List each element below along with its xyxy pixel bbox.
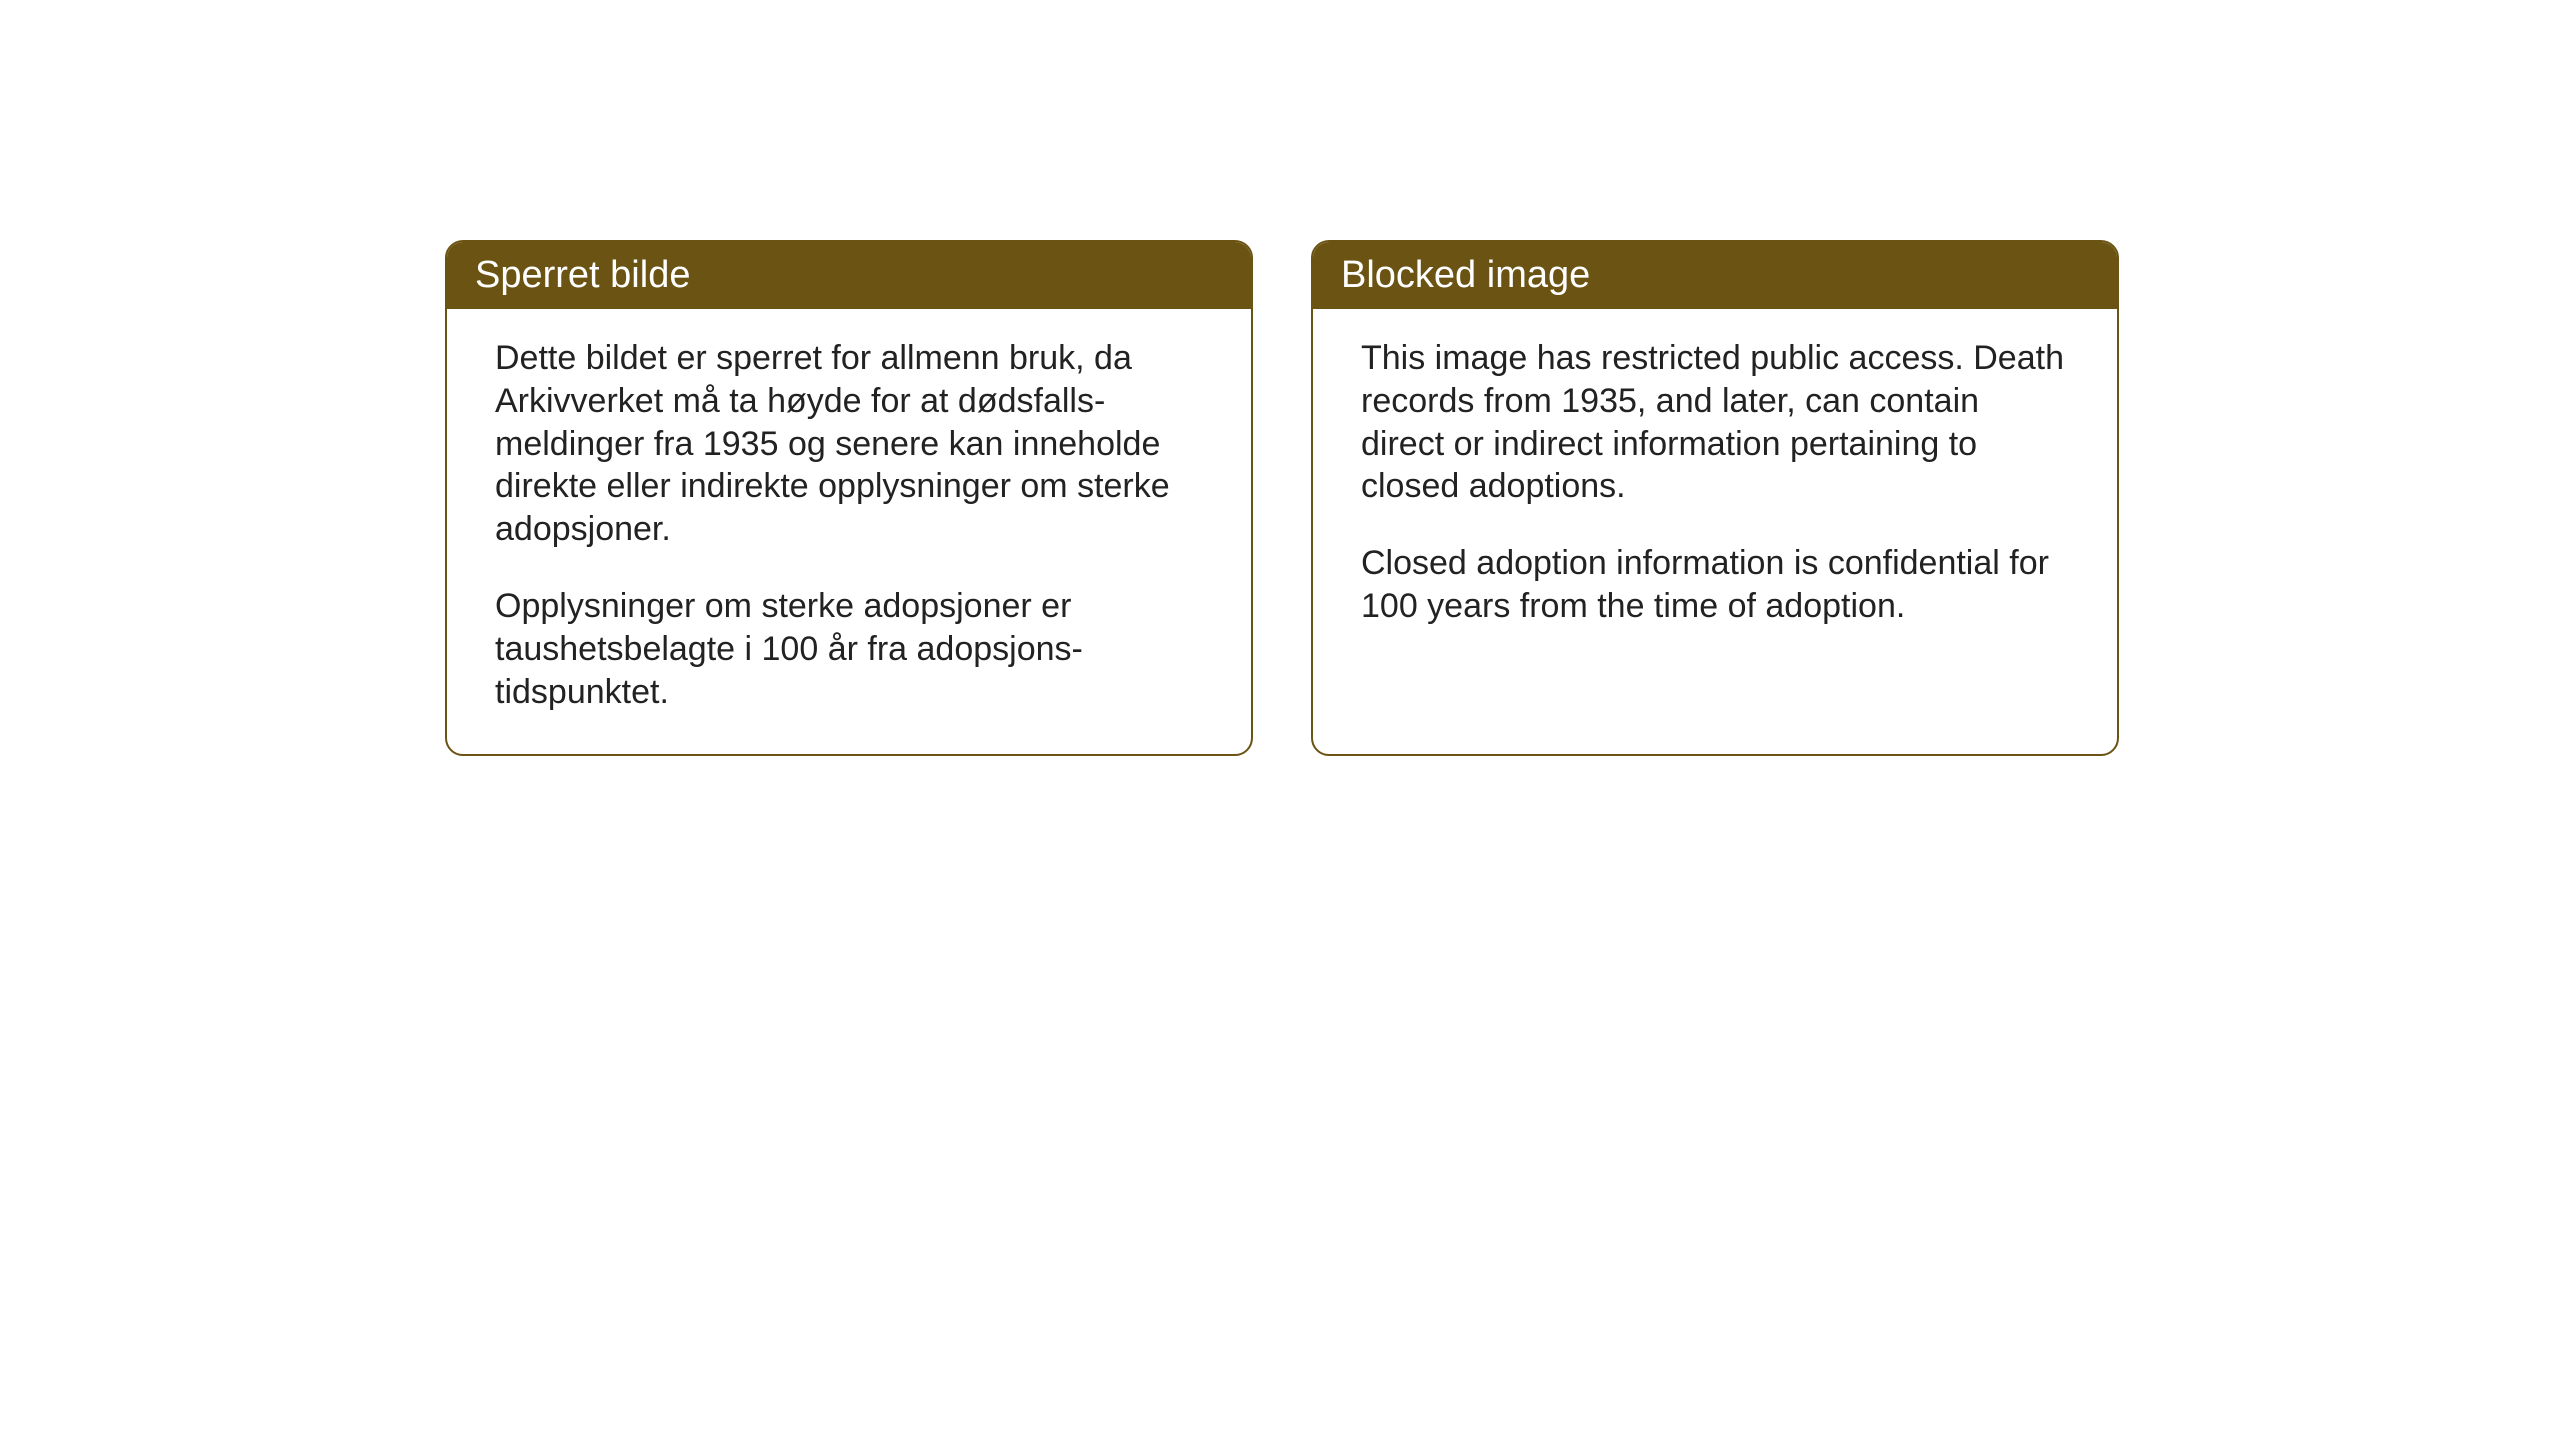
card-header-norwegian: Sperret bilde (447, 242, 1251, 309)
notice-paragraph-2-english: Closed adoption information is confident… (1361, 542, 2069, 628)
card-header-english: Blocked image (1313, 242, 2117, 309)
notice-paragraph-2-norwegian: Opplysninger om sterke adopsjoner er tau… (495, 585, 1203, 713)
notice-container: Sperret bilde Dette bildet er sperret fo… (445, 240, 2119, 756)
notice-card-norwegian: Sperret bilde Dette bildet er sperret fo… (445, 240, 1253, 756)
notice-paragraph-1-norwegian: Dette bildet er sperret for allmenn bruk… (495, 337, 1203, 551)
card-body-norwegian: Dette bildet er sperret for allmenn bruk… (447, 309, 1251, 754)
card-body-english: This image has restricted public access.… (1313, 309, 2117, 668)
notice-card-english: Blocked image This image has restricted … (1311, 240, 2119, 756)
notice-paragraph-1-english: This image has restricted public access.… (1361, 337, 2069, 508)
